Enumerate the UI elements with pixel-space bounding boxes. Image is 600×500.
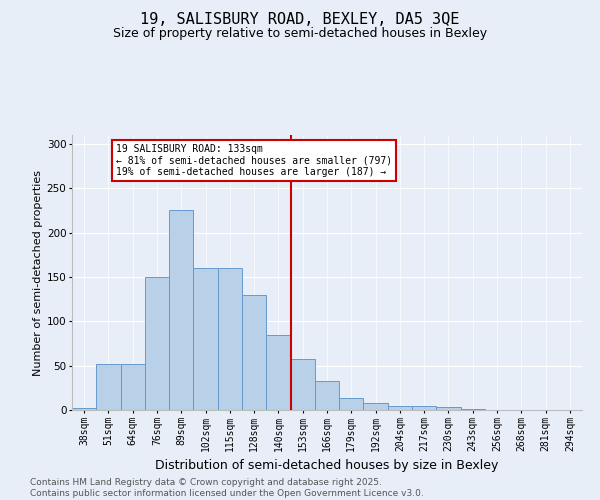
Bar [339, 398, 364, 410]
Bar [290, 358, 315, 410]
Text: 19, SALISBURY ROAD, BEXLEY, DA5 3QE: 19, SALISBURY ROAD, BEXLEY, DA5 3QE [140, 12, 460, 28]
Bar [121, 364, 145, 410]
Bar [242, 294, 266, 410]
Bar [364, 403, 388, 410]
Y-axis label: Number of semi-detached properties: Number of semi-detached properties [32, 170, 43, 376]
Text: 19 SALISBURY ROAD: 133sqm
← 81% of semi-detached houses are smaller (797)
19% of: 19 SALISBURY ROAD: 133sqm ← 81% of semi-… [116, 144, 392, 177]
Bar [266, 334, 290, 410]
Bar [145, 277, 169, 410]
X-axis label: Distribution of semi-detached houses by size in Bexley: Distribution of semi-detached houses by … [155, 459, 499, 472]
Bar [96, 364, 121, 410]
Bar [461, 409, 485, 410]
Text: Size of property relative to semi-detached houses in Bexley: Size of property relative to semi-detach… [113, 28, 487, 40]
Bar [315, 380, 339, 410]
Text: Contains HM Land Registry data © Crown copyright and database right 2025.
Contai: Contains HM Land Registry data © Crown c… [30, 478, 424, 498]
Bar [412, 406, 436, 410]
Bar [72, 408, 96, 410]
Bar [436, 408, 461, 410]
Bar [388, 406, 412, 410]
Bar [218, 268, 242, 410]
Bar [169, 210, 193, 410]
Bar [193, 268, 218, 410]
